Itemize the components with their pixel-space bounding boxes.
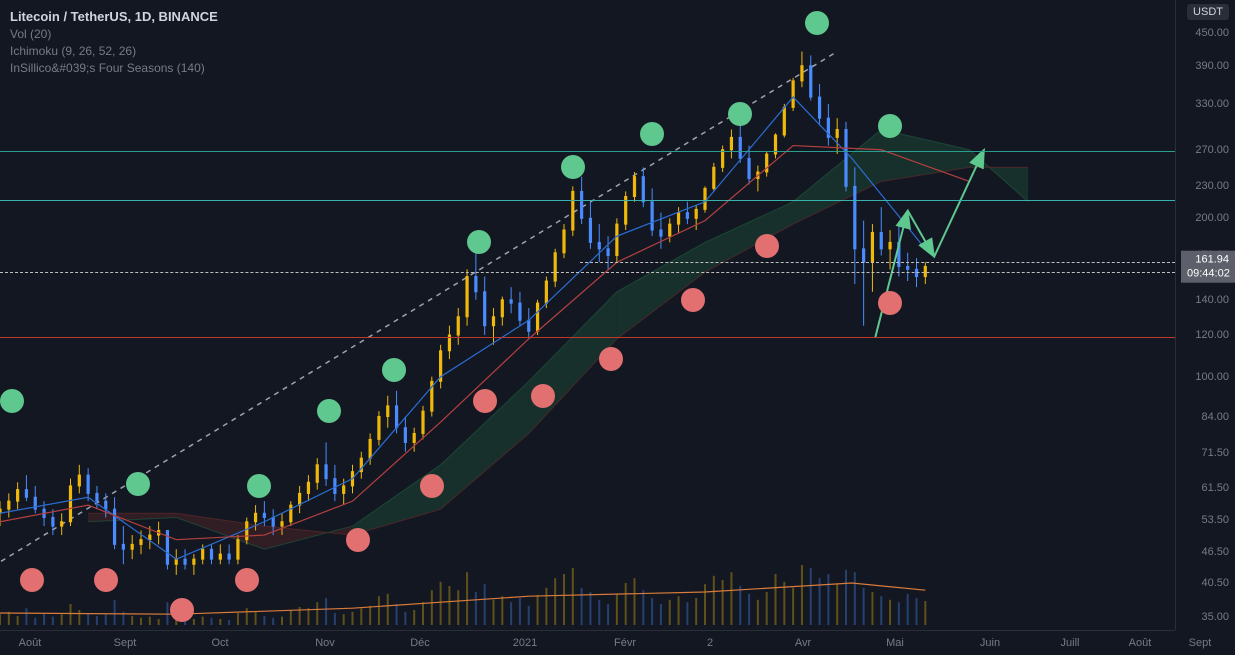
- price-tick-label: 330.00: [1195, 98, 1229, 110]
- price-tick-label: 40.50: [1201, 577, 1229, 589]
- buy-signal-dot: [126, 472, 150, 496]
- time-tick-label: Mai: [886, 637, 904, 649]
- buy-signal-dot: [728, 102, 752, 126]
- price-tick-label: 200.00: [1195, 212, 1229, 224]
- current-price-box: 161.94 09:44:02: [1181, 250, 1235, 283]
- time-tick-label: Avr: [795, 637, 811, 649]
- price-tick-label: 230.00: [1195, 180, 1229, 192]
- price-tick-label: 71.50: [1201, 447, 1229, 459]
- sell-signal-dot: [346, 528, 370, 552]
- sell-signal-dot: [878, 291, 902, 315]
- horizontal-level-line[interactable]: [0, 200, 1175, 201]
- price-tick-label: 46.50: [1201, 546, 1229, 558]
- horizontal-level-line[interactable]: [580, 262, 1175, 263]
- buy-signal-dot: [805, 11, 829, 35]
- buy-signal-dot: [561, 155, 585, 179]
- price-tick-label: 120.00: [1195, 329, 1229, 341]
- time-tick-label: Déc: [410, 637, 430, 649]
- time-tick-label: 2021: [513, 637, 537, 649]
- price-tick-label: 35.00: [1201, 611, 1229, 623]
- time-tick-label: Nov: [315, 637, 335, 649]
- time-tick-label: 2: [707, 637, 713, 649]
- buy-signal-dot: [467, 230, 491, 254]
- sell-signal-dot: [420, 474, 444, 498]
- horizontal-level-line[interactable]: [0, 151, 1175, 152]
- indicator-list: Vol (20) Ichimoku (9, 26, 52, 26) InSill…: [10, 26, 218, 76]
- time-tick-label: Sept: [1189, 637, 1212, 649]
- price-tick-label: 100.00: [1195, 371, 1229, 383]
- buy-signal-dot: [382, 358, 406, 382]
- horizontal-level-line[interactable]: [0, 272, 1175, 273]
- buy-signal-dot: [878, 114, 902, 138]
- price-tick-label: 53.50: [1201, 514, 1229, 526]
- sell-signal-dot: [531, 384, 555, 408]
- price-tick-label: 450.00: [1195, 27, 1229, 39]
- time-tick-label: Sept: [114, 637, 137, 649]
- price-tick-label: 270.00: [1195, 144, 1229, 156]
- sell-signal-dot: [20, 568, 44, 592]
- currency-badge: USDT: [1187, 4, 1229, 20]
- time-tick-label: Juill: [1061, 637, 1080, 649]
- plot-area[interactable]: [0, 0, 1175, 630]
- price-tick-label: 84.00: [1201, 411, 1229, 423]
- horizontal-level-line[interactable]: [0, 337, 1175, 338]
- buy-signal-dot: [247, 474, 271, 498]
- chart-header: Litecoin / TetherUS, 1D, BINANCE Vol (20…: [10, 8, 218, 77]
- sell-signal-dot: [94, 568, 118, 592]
- sell-signal-dot: [681, 288, 705, 312]
- sell-signal-dot: [170, 598, 194, 622]
- sell-signal-dot: [235, 568, 259, 592]
- chart-canvas: [0, 0, 1175, 630]
- sell-signal-dot: [755, 234, 779, 258]
- time-tick-label: Févr: [614, 637, 636, 649]
- symbol-title: Litecoin / TetherUS, 1D, BINANCE: [10, 8, 218, 26]
- time-tick-label: Oct: [211, 637, 228, 649]
- time-tick-label: Août: [1129, 637, 1152, 649]
- time-tick-label: Août: [19, 637, 42, 649]
- price-tick-label: 61.50: [1201, 482, 1229, 494]
- time-axis[interactable]: Août Sept Oct Nov Déc 2021 Févr 2 Avr Mai Juin Juil…: [0, 630, 1175, 655]
- time-tick-label: Juin: [980, 637, 1000, 649]
- price-tick-label: 140.00: [1195, 294, 1229, 306]
- price-tick-label: 390.00: [1195, 60, 1229, 72]
- sell-signal-dot: [473, 389, 497, 413]
- price-axis[interactable]: USDT 450.00 390.00 330.00 270.00 230.00 200.0…: [1175, 0, 1235, 630]
- buy-signal-dot: [640, 122, 664, 146]
- buy-signal-dot: [317, 399, 341, 423]
- sell-signal-dot: [599, 347, 623, 371]
- buy-signal-dot: [0, 389, 24, 413]
